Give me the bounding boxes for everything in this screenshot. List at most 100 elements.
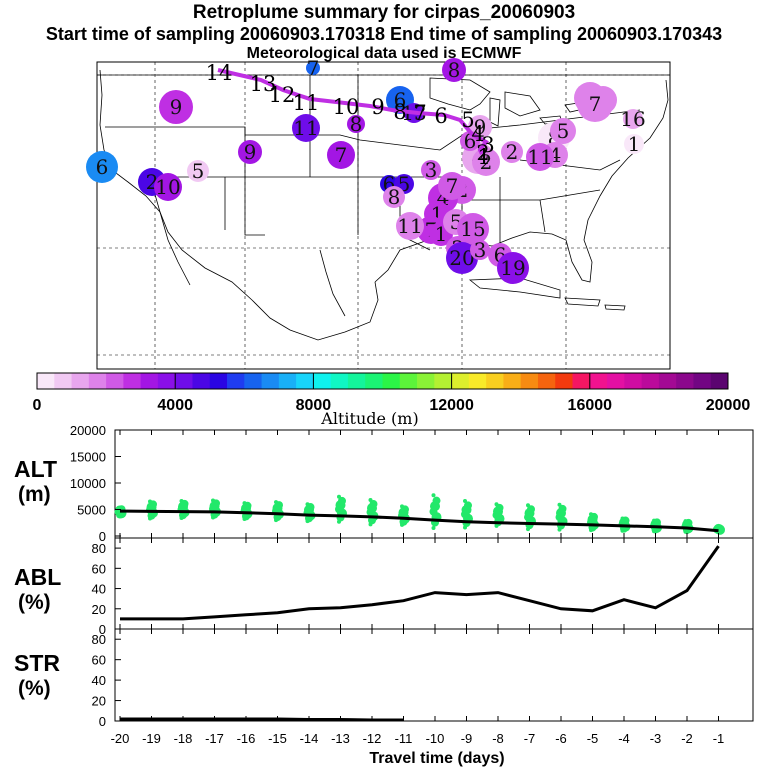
- y-tick-label: 20: [92, 694, 106, 709]
- plume-blob-label: 5: [557, 119, 570, 143]
- plume-blob: 9: [159, 90, 193, 124]
- plume-blob: 1: [624, 132, 644, 156]
- track-day-label: 5: [461, 108, 474, 132]
- y-tick-label: 0: [99, 714, 106, 729]
- plume-blob-label: 9: [474, 115, 487, 139]
- colorbar-cell: [624, 373, 643, 389]
- plume-centroid-track: [217, 68, 489, 155]
- plume-blob-label: 11: [527, 145, 552, 169]
- plume-blob-circle: [154, 173, 182, 201]
- alt-particle: [557, 502, 562, 507]
- str-panel-unit: (%): [18, 677, 51, 700]
- plume-blob-label: 1: [435, 222, 448, 246]
- x-tick-label: -13: [331, 731, 350, 746]
- track-day-label: 8: [393, 100, 406, 124]
- alt-particle: [620, 516, 625, 521]
- plume-blob: 5: [187, 159, 209, 183]
- str-panel-frame: [114, 628, 754, 722]
- colorbar-cell: [486, 373, 504, 389]
- track-day-label: 1: [477, 145, 490, 169]
- y-tick-label: 5000: [77, 503, 106, 518]
- colorbar-cell: [503, 373, 522, 389]
- track-day-label: 6: [434, 104, 447, 128]
- plume-blob: 5: [550, 118, 576, 144]
- colorbar-cell: [227, 373, 245, 389]
- meteorology-line: Meteorological data used is ECMWF: [246, 45, 522, 62]
- track-day-label: 3: [481, 133, 494, 157]
- x-tick-label: -1: [713, 731, 725, 746]
- colorbar-cell: [641, 373, 660, 389]
- track-day-label: 4: [471, 122, 484, 146]
- colorbar-tick-label: 20000: [706, 397, 751, 414]
- plume-blob: 8: [383, 185, 405, 209]
- plume-blob: 11: [526, 143, 554, 171]
- colorbar-cell: [607, 373, 625, 389]
- plume-blob-circle: [159, 90, 193, 124]
- colorbar-tick-label: 4000: [157, 397, 193, 414]
- colorbar-cell: [261, 373, 280, 389]
- plume-blob: 7: [577, 86, 613, 122]
- plume-blob-circle: [438, 172, 466, 200]
- plume-blob-circle: [347, 115, 365, 133]
- alt-particle: [338, 496, 346, 505]
- colorbar-cell: [693, 373, 712, 389]
- alt-particle-clusters: [114, 493, 725, 535]
- plume-blob-label: 6: [394, 88, 407, 112]
- plume-blob-circle: [238, 140, 262, 164]
- colorbar-cell: [296, 373, 314, 389]
- str-line: [120, 717, 404, 722]
- y-tick-label: 0: [99, 529, 106, 544]
- plume-blob-label: 2: [480, 150, 493, 174]
- plume-blob-label: 19: [500, 256, 525, 280]
- plume-blob: 7: [438, 172, 466, 200]
- plume-blob-label: 7: [589, 92, 602, 116]
- abl-line: [120, 545, 720, 621]
- plume-blob-label: 9: [170, 95, 183, 119]
- colorbar-cell: [123, 373, 142, 389]
- plume-blob-label: 3: [474, 238, 487, 262]
- plume-blob-layer: 7891186976132105667161985442116236582471…: [86, 56, 646, 284]
- plume-blob-label: 5: [192, 159, 205, 183]
- alt-particle: [463, 499, 467, 504]
- colorbar-cell: [399, 373, 418, 389]
- plume-blob-label: 8: [448, 58, 461, 82]
- plume-blob-circle: [187, 160, 209, 182]
- plume-blob: 7: [306, 56, 320, 80]
- x-tick-label: -19: [142, 731, 161, 746]
- colorbar-cell: [209, 373, 228, 389]
- plume-blob: 3: [470, 238, 490, 262]
- plume-blob: 15: [457, 213, 489, 245]
- colorbar-cell: [537, 373, 556, 389]
- plume-blob: 10: [154, 173, 182, 201]
- colorbar-cell: [140, 373, 159, 389]
- x-tick-label: -9: [461, 731, 473, 746]
- x-tick-label: -5: [587, 731, 599, 746]
- track-day-label: 13: [250, 72, 277, 96]
- plume-blob: 16: [620, 107, 645, 131]
- plume-blob-label: 7: [307, 56, 320, 80]
- colorbar-label: Altitude (m): [320, 409, 418, 428]
- plume-blob-circle: [526, 143, 554, 171]
- x-tick-label: -11: [395, 731, 413, 746]
- plume-blob-circle: [86, 151, 118, 183]
- alt-particle: [400, 504, 404, 509]
- plume-blob-circle: [497, 252, 529, 284]
- y-tick-label: 15000: [70, 450, 106, 465]
- x-tick-label: -12: [363, 731, 382, 746]
- colorbar-tick-label: 8000: [296, 397, 332, 414]
- y-tick-label: 40: [92, 582, 106, 597]
- x-axis-ticks: -20 -19 -18 -17 -16 -15 -14 -13 -12 -11 -10 -9 -8 -7 -…: [111, 430, 725, 746]
- track-day-label: 14: [206, 61, 233, 85]
- plume-blob-circle: [470, 240, 490, 260]
- alt-particle: [526, 503, 530, 508]
- alt-particle: [494, 502, 499, 507]
- colorbar-cell: [382, 373, 401, 389]
- colorbar-cell: [417, 373, 435, 389]
- alt-particle: [558, 504, 567, 513]
- colorbar-cell: [244, 373, 262, 389]
- plume-blob: 2: [472, 148, 500, 176]
- plume-blob-label: 1: [628, 132, 641, 156]
